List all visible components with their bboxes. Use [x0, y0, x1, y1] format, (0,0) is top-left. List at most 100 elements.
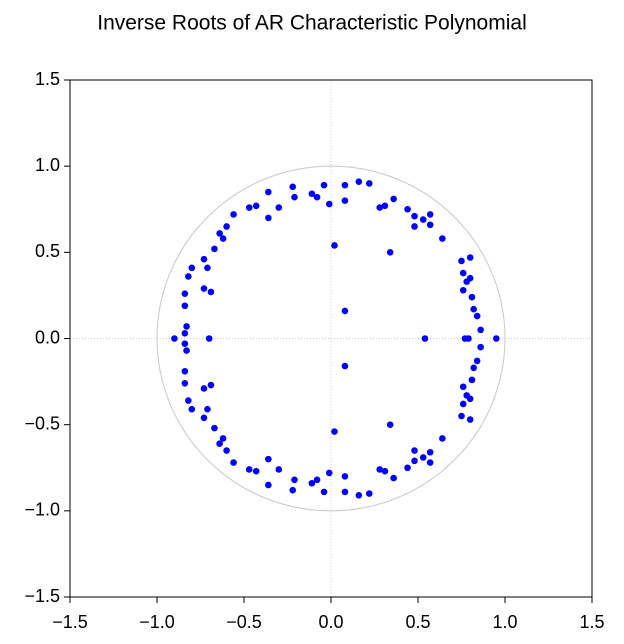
root-point: [493, 335, 500, 342]
y-tick-label: 0.0: [35, 327, 60, 347]
root-point: [421, 335, 429, 342]
root-point: [200, 385, 208, 392]
root-point: [188, 405, 196, 413]
y-tick-label: 1.5: [35, 69, 60, 89]
root-point: [207, 381, 215, 389]
root-point: [419, 216, 427, 223]
root-point: [426, 448, 434, 456]
root-point: [365, 490, 373, 497]
root-point: [341, 307, 349, 315]
root-point: [265, 188, 272, 196]
root-point: [376, 204, 384, 211]
root-point: [355, 178, 363, 185]
root-point: [320, 181, 328, 189]
root-point: [439, 235, 446, 242]
root-point: [320, 488, 328, 496]
root-point: [426, 211, 434, 218]
root-point: [341, 473, 349, 480]
root-point: [411, 223, 418, 230]
x-tick-label: −0.5: [226, 612, 262, 632]
root-point: [341, 197, 349, 204]
root-point: [466, 416, 474, 423]
root-point: [331, 242, 338, 249]
root-point: [470, 305, 477, 313]
root-point: [459, 269, 467, 277]
root-point: [386, 249, 394, 256]
y-tick-label: 1.0: [35, 155, 60, 175]
x-tick-label: −1.0: [139, 612, 175, 632]
root-point: [466, 274, 474, 282]
root-point: [291, 476, 298, 484]
root-point: [411, 212, 418, 220]
root-point: [473, 357, 481, 365]
root-point: [473, 312, 481, 320]
root-point: [376, 466, 384, 473]
root-point: [458, 412, 465, 420]
root-point: [181, 340, 189, 347]
root-point: [205, 335, 213, 342]
root-point: [207, 288, 215, 296]
root-point: [390, 195, 397, 203]
root-point: [386, 421, 394, 428]
chart-title: Inverse Roots of AR Characteristic Polyn…: [97, 12, 527, 35]
root-point: [185, 397, 192, 404]
x-tick-label: 1.0: [492, 612, 517, 632]
root-point: [341, 181, 349, 189]
root-point: [381, 202, 389, 210]
root-point: [458, 257, 465, 265]
root-point: [219, 235, 227, 242]
root-point: [230, 459, 237, 466]
root-point: [459, 400, 467, 408]
root-point: [459, 286, 467, 294]
root-point: [470, 364, 477, 372]
root-point: [245, 204, 253, 211]
root-point: [200, 285, 208, 292]
root-point: [275, 466, 283, 473]
root-point: [459, 383, 467, 391]
root-point: [171, 335, 178, 342]
root-point: [188, 264, 196, 272]
root-point: [411, 447, 418, 454]
x-tick-label: −1.5: [52, 612, 88, 632]
root-point: [200, 255, 208, 263]
root-point: [313, 193, 321, 201]
root-point: [325, 200, 333, 208]
root-point: [230, 211, 237, 218]
root-point: [466, 254, 474, 261]
root-point: [466, 395, 474, 403]
root-point: [181, 290, 189, 297]
root-point: [181, 367, 189, 375]
root-point: [265, 455, 272, 463]
root-point: [341, 362, 349, 370]
root-point: [341, 488, 349, 496]
root-point: [216, 230, 223, 237]
y-tick-label: 0.5: [35, 241, 60, 261]
root-point: [355, 492, 363, 499]
root-point: [325, 469, 333, 477]
root-point: [468, 376, 476, 384]
y-tick-label: −1.5: [24, 586, 60, 606]
root-point: [404, 464, 411, 472]
root-point: [308, 190, 316, 198]
root-point: [265, 214, 272, 222]
root-point: [439, 435, 446, 442]
root-point: [183, 323, 190, 330]
root-point: [365, 180, 373, 187]
root-point: [216, 440, 223, 447]
root-point: [223, 223, 230, 230]
x-tick-label: 1.5: [579, 612, 604, 632]
root-point: [468, 293, 476, 301]
root-point: [252, 202, 260, 210]
root-point: [426, 221, 434, 229]
root-point: [200, 414, 208, 422]
root-point: [211, 424, 218, 432]
root-point: [390, 474, 397, 482]
root-point: [181, 380, 189, 387]
root-point: [404, 205, 411, 213]
x-tick-label: 0.0: [318, 612, 343, 632]
root-point: [185, 273, 192, 280]
root-point: [411, 457, 418, 465]
x-tick-label: 0.5: [405, 612, 430, 632]
root-point: [275, 204, 283, 211]
